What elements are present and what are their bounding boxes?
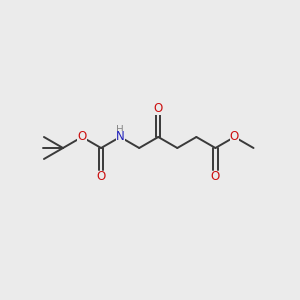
Text: O: O: [77, 130, 87, 143]
Text: O: O: [211, 170, 220, 184]
Text: H: H: [116, 125, 124, 135]
Text: O: O: [230, 130, 239, 143]
Text: O: O: [97, 170, 106, 184]
Text: O: O: [154, 101, 163, 115]
Text: N: N: [116, 130, 124, 143]
